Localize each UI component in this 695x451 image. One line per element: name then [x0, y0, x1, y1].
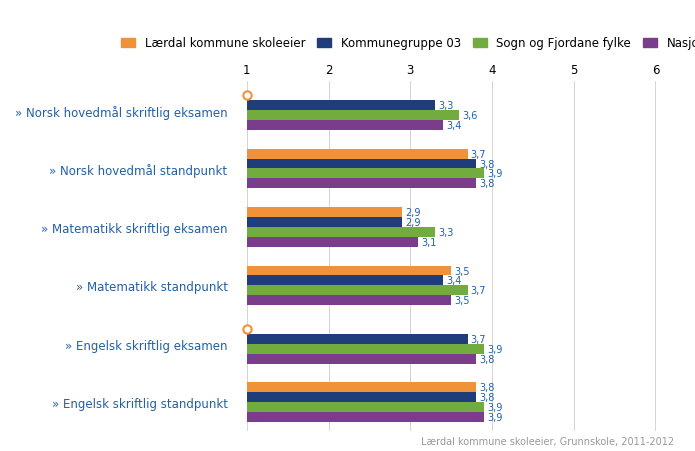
Bar [247, 266, 451, 276]
Bar [247, 207, 402, 217]
Text: 3,9: 3,9 [487, 344, 502, 354]
Text: 3,1: 3,1 [422, 237, 437, 247]
Text: 3,7: 3,7 [471, 334, 486, 344]
Text: 3,8: 3,8 [479, 354, 494, 364]
Text: 3,5: 3,5 [455, 295, 470, 305]
Text: 3,9: 3,9 [487, 402, 502, 412]
Text: 3,7: 3,7 [471, 285, 486, 296]
Text: 3,5: 3,5 [455, 266, 470, 276]
Text: 3,6: 3,6 [463, 111, 478, 121]
Bar [247, 382, 475, 392]
Bar [247, 334, 468, 344]
Bar [247, 101, 435, 111]
Text: 3,4: 3,4 [446, 276, 461, 286]
Bar [247, 276, 443, 286]
Bar [247, 169, 484, 179]
Bar [247, 159, 475, 169]
Text: 3,4: 3,4 [446, 120, 461, 131]
Bar [247, 412, 484, 422]
Text: 3,8: 3,8 [479, 392, 494, 402]
Bar [247, 121, 443, 130]
Bar [247, 111, 459, 121]
Text: 3,3: 3,3 [438, 101, 453, 111]
Bar [247, 344, 484, 354]
Text: 3,9: 3,9 [487, 169, 502, 179]
Text: 3,8: 3,8 [479, 382, 494, 392]
Text: 3,8: 3,8 [479, 159, 494, 169]
Text: 2,9: 2,9 [405, 207, 421, 217]
Text: 3,3: 3,3 [438, 227, 453, 237]
Bar [247, 217, 402, 227]
Text: 3,8: 3,8 [479, 179, 494, 189]
Bar [247, 237, 418, 247]
Text: 3,7: 3,7 [471, 149, 486, 159]
Bar [247, 295, 451, 305]
Bar [247, 402, 484, 412]
Bar [247, 179, 475, 189]
Legend: Lærdal kommune skoleeier, Kommunegruppe 03, Sogn og Fjordane fylke, Nasjonalt: Lærdal kommune skoleeier, Kommunegruppe … [117, 32, 695, 55]
Bar [247, 354, 475, 364]
Bar [247, 392, 475, 402]
Bar [247, 286, 468, 295]
Text: Lærdal kommune skoleeier, Grunnskole, 2011-2012: Lærdal kommune skoleeier, Grunnskole, 20… [421, 437, 674, 446]
Text: 3,9: 3,9 [487, 412, 502, 422]
Text: 2,9: 2,9 [405, 217, 421, 227]
Bar [247, 227, 435, 237]
Bar [247, 149, 468, 159]
